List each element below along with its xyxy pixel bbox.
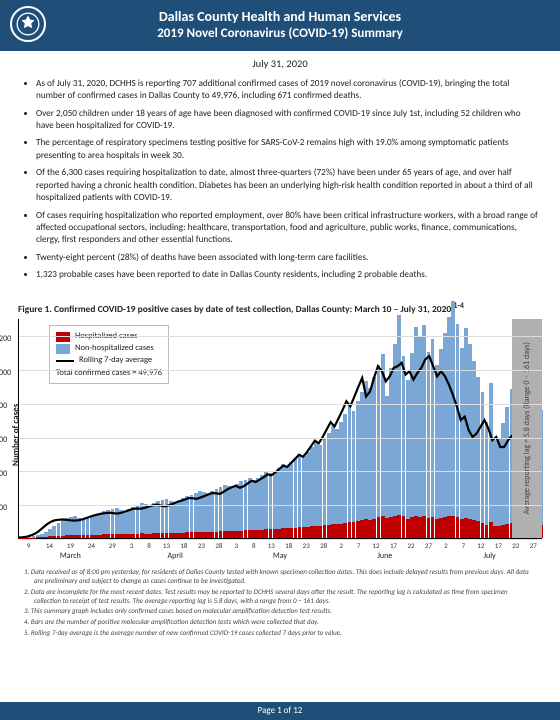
bar-chart: Number of cases Hospitalized cases Non-h… — [18, 319, 542, 539]
chart-container: Number of cases Hospitalized cases Non-h… — [0, 319, 560, 561]
header-title: 2019 Novel Coronavirus (COVID-19) Summar… — [10, 26, 550, 43]
bullet-item: 1,323 probable cases have been reported … — [36, 269, 538, 281]
footnotes: 1. Data received as of 8:00 pm yesterday… — [0, 562, 560, 641]
bullet-item: The percentage of respiratory specimens … — [36, 137, 538, 162]
bullet-item: Over 2,050 children under 18 years of ag… — [36, 108, 538, 133]
report-date: July 31, 2020 — [0, 51, 560, 75]
header-banner: Dallas County Health and Human Services … — [0, 0, 560, 51]
bullet-item: As of July 31, 2020, DCHHS is reporting … — [36, 78, 538, 103]
county-seal-icon — [10, 6, 46, 42]
summary-bullets: As of July 31, 2020, DCHHS is reporting … — [0, 75, 560, 291]
figure-title: Figure 1. Confirmed COVID-19 positive ca… — [0, 291, 560, 320]
bullet-item: Of the 6,300 cases requiring hospitaliza… — [36, 167, 538, 204]
header-org: Dallas County Health and Human Services — [10, 8, 550, 26]
bullet-item: Of cases requiring hospitalization who r… — [36, 210, 538, 247]
x-axis: 914192429March3813182328April3813182328M… — [18, 539, 542, 561]
page-footer: Page 1 of 12 — [0, 702, 560, 720]
bullet-item: Twenty-eight percent (28%) of deaths hav… — [36, 252, 538, 264]
